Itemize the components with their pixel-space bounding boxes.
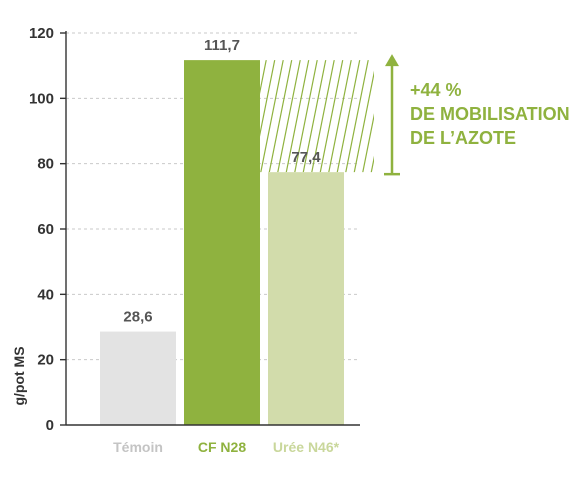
hatch-line <box>284 60 311 173</box>
hatch-line <box>301 60 328 173</box>
bar <box>268 172 344 425</box>
hatch-line <box>335 60 362 173</box>
labels: 0 20 40 60 80 100 120 28,6 Témoin 111,7 CF N28 77,4… <box>29 25 340 455</box>
value-label: 77,4 <box>291 149 321 166</box>
hatch-line <box>318 60 345 173</box>
category-label: CF N28 <box>198 439 246 455</box>
hatch-line <box>267 60 294 173</box>
difference-hatch <box>260 60 374 173</box>
hatch-line <box>310 60 336 173</box>
hatch-line <box>260 60 277 173</box>
hatch-line <box>293 60 319 173</box>
y-tick-label: 60 <box>37 221 54 238</box>
arrow-head <box>385 54 399 67</box>
annotation-text: DE L’AZOTE <box>410 128 516 148</box>
hatch-line <box>260 60 285 173</box>
value-label: 111,7 <box>204 37 240 54</box>
y-tick-label: 20 <box>37 352 54 369</box>
axes <box>60 31 360 426</box>
hatch-line <box>344 60 370 173</box>
value-label: 28,6 <box>123 309 152 326</box>
category-label: Urée N46* <box>273 439 340 455</box>
bars <box>100 60 344 425</box>
annotation: +44 % DE MOBILISATION DE L’AZOTE <box>384 54 570 176</box>
hatch-line <box>260 60 268 173</box>
bar <box>100 331 176 425</box>
hatch-line <box>361 60 374 173</box>
hatch-line <box>276 60 302 173</box>
annotation-text: +44 % <box>410 80 462 100</box>
hatch-line <box>352 60 374 173</box>
y-tick-label: 40 <box>37 286 54 303</box>
hatch-line <box>327 60 353 173</box>
y-tick-label: 120 <box>29 25 54 42</box>
bar <box>184 60 260 425</box>
y-tick-label: 100 <box>29 90 54 107</box>
category-label: Témoin <box>113 439 163 455</box>
y-axis-label: g/pot MS <box>11 346 27 405</box>
annotation-text: DE MOBILISATION <box>410 104 570 124</box>
y-tick-label: 80 <box>37 156 54 173</box>
y-tick-label: 0 <box>46 417 54 434</box>
